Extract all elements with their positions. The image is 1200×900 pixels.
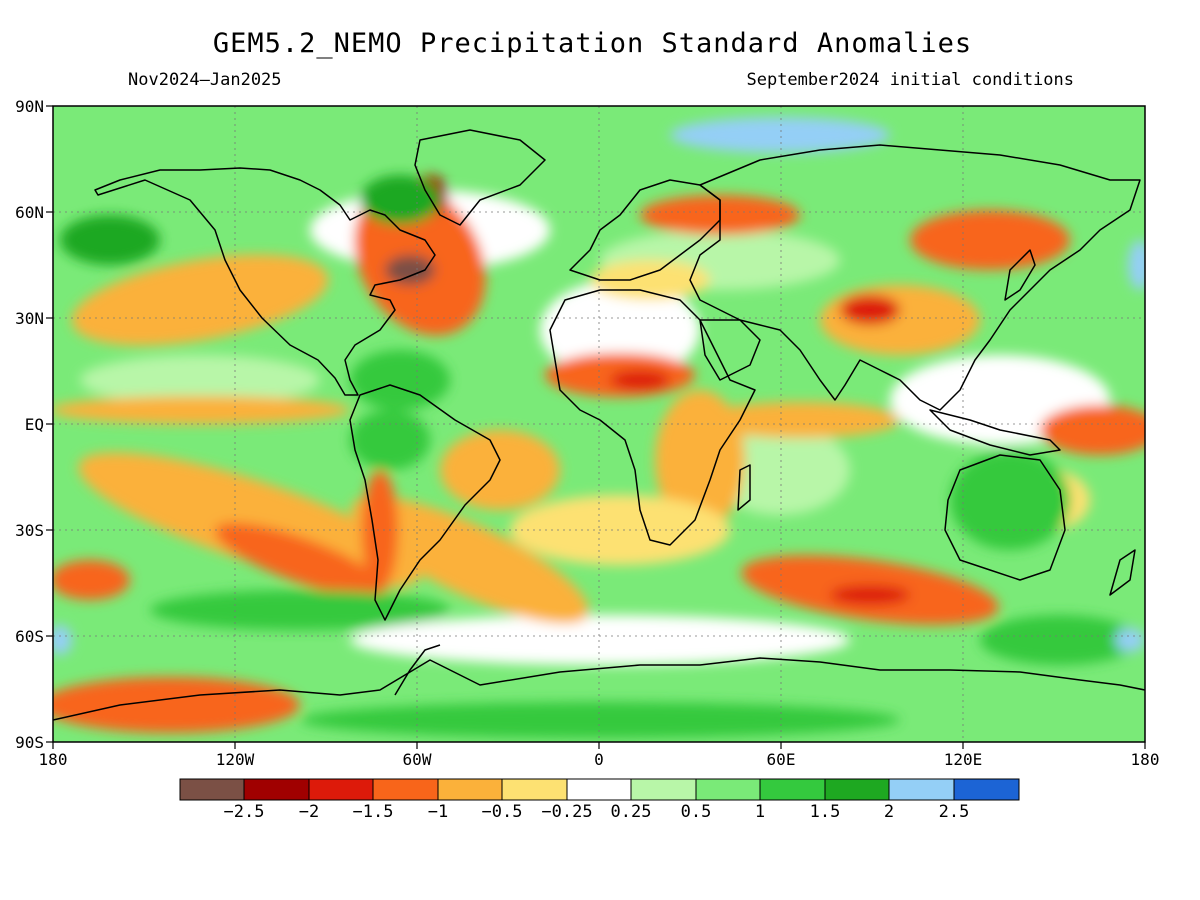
patch-wet-far-southeast	[1115, 628, 1145, 652]
patch-dry-china-core	[840, 295, 900, 325]
patch-dry-south-indian-core	[830, 585, 910, 605]
colorbar-cell-10	[824, 778, 890, 801]
patch-dry-siberia	[910, 210, 1070, 270]
colorbar-cell-0	[179, 778, 245, 801]
colorbar-label-3: −1	[427, 802, 449, 822]
colorbar-label-10: 2	[883, 802, 895, 822]
patch-dry-sw-edge	[53, 560, 130, 600]
colorbar-cell-2	[308, 778, 374, 801]
patch-wet-pacific-edge	[1128, 240, 1145, 290]
patch-wet-southern-pacific	[150, 590, 450, 630]
coast-indonesia	[929, 409, 1061, 456]
colorbar-cell-1	[243, 778, 310, 801]
patch-wet-arctic-halo	[670, 117, 890, 153]
colorbar-cell-8	[695, 778, 761, 801]
patch-dry-equatorial-indian	[700, 402, 900, 438]
anomaly-patches	[53, 117, 1145, 738]
colorbar-cell-7	[630, 778, 697, 801]
coast-new-zealand	[1109, 549, 1136, 596]
lon-label-120e: 120E	[943, 750, 983, 769]
patch-dry-ross-sea	[53, 677, 300, 733]
coast-japan	[1004, 249, 1036, 301]
colorbar-cell-5	[501, 778, 568, 801]
colorbar-label-11: 2.5	[938, 802, 970, 822]
patch-dry-ne-pacific	[71, 254, 329, 346]
patch-dry-china	[820, 285, 980, 355]
lat-label-30s: 30S	[15, 521, 44, 540]
patch-wet-southern-ocean	[980, 615, 1140, 665]
patch-dry-equatorial-pacific	[53, 396, 350, 424]
patch-white-southern	[350, 615, 850, 665]
patch-wet-amazon	[350, 410, 430, 470]
colorbar-label-2: −1.5	[352, 802, 394, 822]
lat-label-90n: 90N	[15, 97, 44, 116]
colorbar-cell-11	[888, 778, 955, 801]
lat-label-60n: 60N	[15, 203, 44, 222]
patch-lightgreen-indian	[710, 425, 850, 515]
colorbar	[179, 778, 1020, 801]
coastlines	[53, 129, 1145, 721]
coast-antarctic-peninsula	[394, 644, 441, 696]
colorbar-label-1: −2	[298, 802, 320, 822]
lat-label-eq: EQ	[24, 415, 44, 434]
patch-wet-australia	[950, 450, 1070, 550]
patch-wet-antarctica	[300, 702, 900, 738]
patch-light-dry-south-africa	[510, 495, 730, 565]
axis-ticks	[46, 105, 1146, 749]
colorbar-label-9: 1.5	[809, 802, 841, 822]
colorbar-cell-12	[953, 778, 1020, 801]
colorbar-label-8: 1	[754, 802, 766, 822]
coast-asia	[689, 144, 1141, 411]
lon-label-0: 0	[594, 750, 604, 769]
colorbar-label-0: −2.5	[223, 802, 265, 822]
colorbar-cell-4	[437, 778, 503, 801]
patch-wet-caribbean	[350, 350, 450, 410]
patch-dry-sahel-core	[610, 370, 670, 390]
colorbar-cell-6	[566, 778, 632, 801]
lat-label-60s: 60S	[15, 627, 44, 646]
colorbar-label-7: 0.5	[680, 802, 712, 822]
coast-madagascar	[737, 464, 751, 511]
coast-south-america	[349, 384, 501, 621]
patch-dry-chile	[362, 470, 398, 590]
colorbar-label-4: −0.5	[481, 802, 523, 822]
colorbar-label-5: −0.25	[541, 802, 593, 822]
coast-arabia	[699, 319, 761, 381]
patch-dry-brazil	[440, 430, 560, 510]
patch-wet-hudson	[360, 175, 440, 225]
lon-label-60e: 60E	[766, 750, 796, 769]
lat-label-90s: 90S	[15, 733, 44, 752]
initial-conditions: September2024 initial conditions	[746, 70, 1074, 90]
coast-australia	[944, 454, 1066, 581]
patch-dry-south-atlantic	[351, 496, 589, 624]
colorbar-cell-9	[759, 778, 826, 801]
colorbar-label-6: 0.25	[610, 802, 652, 822]
colorbar-cell-3	[372, 778, 439, 801]
map-title: GEM5.2_NEMO Precipitation Standard Anoma…	[212, 28, 973, 59]
patch-dry-newfoundland	[385, 255, 435, 285]
anomaly-field	[53, 106, 1145, 742]
coast-greenland	[414, 129, 546, 226]
coast-antarctica	[53, 657, 1145, 721]
patch-lightgreen-pacific	[80, 355, 320, 405]
patch-dry-sw-pacific-core	[215, 522, 385, 598]
lat-label-30n: 30N	[15, 309, 44, 328]
coast-north-america	[94, 167, 436, 396]
coast-africa	[549, 289, 756, 546]
forecast-period: Nov2024–Jan2025	[128, 70, 282, 90]
patch-wet-far-southwest	[53, 625, 72, 655]
graticule	[53, 106, 1145, 742]
patch-wet-alaska	[60, 215, 160, 265]
patch-white-sahara	[540, 280, 700, 380]
lon-label-60w: 60W	[402, 750, 432, 769]
lon-label-180e: 180	[1130, 750, 1160, 769]
patch-dry-west-pacific	[1040, 405, 1145, 455]
lon-label-120w: 120W	[215, 750, 255, 769]
lon-label-180w: 180	[38, 750, 68, 769]
